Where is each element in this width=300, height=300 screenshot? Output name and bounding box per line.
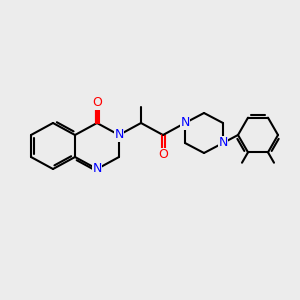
Text: N: N bbox=[218, 136, 228, 149]
Text: N: N bbox=[92, 163, 102, 176]
Text: O: O bbox=[158, 148, 168, 161]
Text: N: N bbox=[114, 128, 124, 142]
Text: O: O bbox=[92, 97, 102, 110]
Text: N: N bbox=[180, 116, 190, 130]
